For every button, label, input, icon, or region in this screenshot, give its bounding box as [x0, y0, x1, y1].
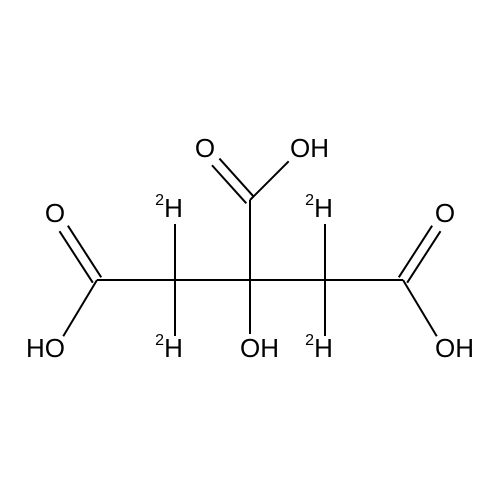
- bond: [212, 165, 246, 203]
- bond: [403, 280, 437, 336]
- atom-label: O: [195, 133, 215, 163]
- bond: [250, 161, 289, 200]
- atom-label: O: [435, 198, 455, 228]
- atom-label: OH: [240, 333, 279, 363]
- molecule-diagram: OHOOOHOOHOH2H2H2H2H: [0, 0, 500, 500]
- atom-label: OH: [290, 133, 329, 163]
- bond: [63, 280, 97, 336]
- bond: [219, 159, 253, 197]
- atom-label: 2H: [155, 192, 183, 223]
- atom-label: O: [45, 198, 65, 228]
- atom-label: 2H: [305, 192, 333, 223]
- atom-label: OH: [435, 333, 474, 363]
- atom-label: 2H: [305, 332, 333, 363]
- atom-label: HO: [26, 333, 65, 363]
- atom-label: 2H: [155, 332, 183, 363]
